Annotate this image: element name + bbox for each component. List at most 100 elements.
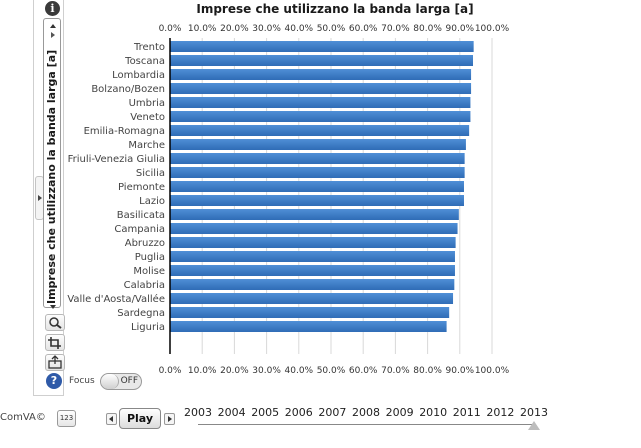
category-label: Molise <box>133 266 165 277</box>
year-label[interactable]: 2004 <box>217 406 246 419</box>
chart-title: Imprese che utilizzano la banda larga [a… <box>196 2 474 16</box>
year-label[interactable]: 2003 <box>184 406 212 419</box>
bar[interactable] <box>170 55 474 66</box>
category-label: Campania <box>114 224 165 235</box>
crop-button[interactable] <box>45 334 65 351</box>
x-tick-label-bottom: 40.0% <box>285 366 314 376</box>
x-tick-label-top: 90.0% <box>446 24 475 34</box>
x-tick-label-top: 50.0% <box>317 24 346 34</box>
x-tick-label-top: 0.0% <box>159 24 182 34</box>
export-icon <box>48 355 62 369</box>
bar[interactable] <box>170 223 458 234</box>
category-label: Sicilia <box>136 168 165 179</box>
category-label: Piemonte <box>118 182 165 193</box>
info-icon[interactable]: i <box>45 1 60 16</box>
year-label[interactable]: 2010 <box>419 406 448 419</box>
bar[interactable] <box>170 181 464 192</box>
scroll-up-icon[interactable] <box>50 24 56 28</box>
timeline-track[interactable] <box>198 424 534 425</box>
category-label: Calabria <box>124 280 165 291</box>
x-tick-label-bottom: 20.0% <box>220 366 249 376</box>
x-tick-label-bottom: 10.0% <box>188 366 217 376</box>
x-tick-label-bottom: 50.0% <box>317 366 346 376</box>
bar[interactable] <box>170 83 472 94</box>
category-label: Toscana <box>124 56 165 67</box>
play-button[interactable]: Play <box>119 408 161 429</box>
focus-toggle[interactable]: OFF <box>100 373 142 390</box>
step-forward-button[interactable] <box>164 413 175 425</box>
category-label: Puglia <box>135 252 165 263</box>
focus-label: Focus <box>69 376 95 386</box>
category-label: Trento <box>133 42 165 53</box>
timeline-thumb[interactable] <box>528 421 540 430</box>
focus-state-label: OFF <box>120 376 138 386</box>
magnifier-icon <box>49 317 62 329</box>
credit-text: ComVA© <box>0 412 46 423</box>
category-label: Friuli-Venezia Giulia <box>68 154 165 165</box>
bar[interactable] <box>170 307 450 318</box>
bar[interactable] <box>170 279 455 290</box>
category-label: Veneto <box>130 112 165 123</box>
bar[interactable] <box>170 321 447 332</box>
x-tick-label-top: 40.0% <box>285 24 314 34</box>
x-tick-label-bottom: 80.0% <box>413 366 442 376</box>
x-tick-label-bottom: 70.0% <box>381 366 410 376</box>
year-label[interactable]: 2006 <box>284 406 313 419</box>
category-label: Emilia-Romagna <box>84 126 165 137</box>
category-label: Sardegna <box>117 308 165 319</box>
category-label: Lazio <box>139 196 165 207</box>
help-icon[interactable]: ? <box>46 373 62 389</box>
category-label: Lombardia <box>112 70 165 81</box>
bar[interactable] <box>170 251 455 262</box>
export-button[interactable] <box>45 354 65 371</box>
bar[interactable] <box>170 111 471 122</box>
bar[interactable] <box>170 97 471 108</box>
category-label: Liguria <box>131 322 165 333</box>
x-tick-label-top: 10.0% <box>188 24 217 34</box>
bar[interactable] <box>170 69 472 80</box>
x-tick-label-top: 80.0% <box>413 24 442 34</box>
bar[interactable] <box>170 139 466 150</box>
year-label[interactable]: 2008 <box>352 406 380 419</box>
x-tick-label-bottom: 0.0% <box>159 366 182 376</box>
x-tick-label-bottom: 30.0% <box>252 366 281 376</box>
x-tick-label-bottom: 100.0% <box>475 366 510 376</box>
category-label: Marche <box>128 140 165 151</box>
year-label[interactable]: 2009 <box>385 406 414 419</box>
bar-chart: 0.0%0.0%10.0%10.0%20.0%20.0%30.0%30.0%40… <box>67 24 510 376</box>
bar[interactable] <box>170 195 464 206</box>
year-label[interactable]: 2007 <box>318 406 347 419</box>
x-tick-label-bottom: 60.0% <box>349 366 378 376</box>
x-tick-label-top: 70.0% <box>381 24 410 34</box>
bar[interactable] <box>170 265 455 276</box>
bar[interactable] <box>170 293 454 304</box>
x-tick-label-top: 30.0% <box>252 24 281 34</box>
focus-toggle-knob <box>101 374 119 389</box>
bar[interactable] <box>170 41 474 52</box>
bar[interactable] <box>170 209 459 220</box>
category-label: Umbria <box>129 98 165 109</box>
expand-arrow-icon[interactable] <box>51 32 55 38</box>
x-tick-label-top: 60.0% <box>349 24 378 34</box>
bar[interactable] <box>170 167 465 178</box>
show-values-button[interactable]: 123 <box>57 410 76 427</box>
year-label[interactable]: 2011 <box>452 406 481 419</box>
category-label: Basilicata <box>117 210 165 221</box>
x-tick-label-bottom: 90.0% <box>446 366 475 376</box>
year-label[interactable]: 2013 <box>520 406 548 419</box>
bar[interactable] <box>170 153 465 164</box>
year-label[interactable]: 2005 <box>251 406 280 419</box>
category-label: Valle d'Aosta/Vallée <box>67 293 165 305</box>
scroll-down-icon[interactable] <box>50 305 56 309</box>
bar[interactable] <box>170 125 470 136</box>
x-tick-label-top: 20.0% <box>220 24 249 34</box>
year-label[interactable]: 2012 <box>486 406 515 419</box>
zoom-button[interactable] <box>45 314 65 331</box>
bar[interactable] <box>170 237 456 248</box>
x-tick-label-top: 100.0% <box>475 24 510 34</box>
category-label: Bolzano/Bozen <box>91 84 165 95</box>
crop-icon <box>48 337 61 349</box>
category-label: Abruzzo <box>125 238 165 249</box>
step-back-button[interactable] <box>106 413 117 425</box>
year-timeline[interactable]: 2003 2004 2005 2006 2007 2008 2009 2010 2011 2012… <box>182 404 548 434</box>
